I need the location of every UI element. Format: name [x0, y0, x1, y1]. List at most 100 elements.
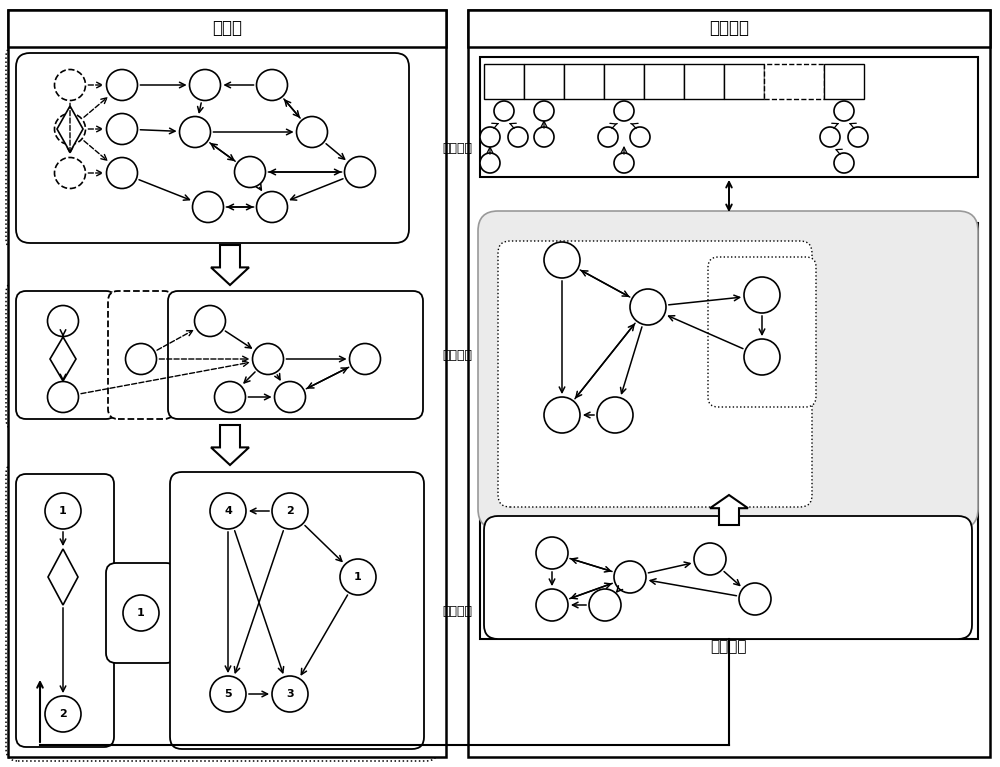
Text: 5: 5 — [224, 689, 232, 699]
FancyBboxPatch shape — [168, 291, 423, 419]
Circle shape — [296, 117, 328, 147]
FancyBboxPatch shape — [824, 64, 864, 99]
Circle shape — [494, 101, 514, 121]
Circle shape — [106, 114, 138, 144]
Circle shape — [106, 70, 138, 100]
FancyBboxPatch shape — [8, 10, 446, 757]
Circle shape — [340, 559, 376, 595]
FancyBboxPatch shape — [468, 10, 990, 47]
Circle shape — [54, 157, 86, 189]
Circle shape — [744, 339, 780, 375]
FancyBboxPatch shape — [524, 64, 564, 99]
FancyBboxPatch shape — [16, 53, 409, 243]
Circle shape — [210, 493, 246, 529]
Circle shape — [256, 192, 288, 222]
Circle shape — [344, 156, 376, 187]
Circle shape — [480, 153, 500, 173]
Circle shape — [234, 156, 266, 187]
Circle shape — [54, 70, 86, 100]
FancyBboxPatch shape — [6, 281, 438, 431]
Circle shape — [848, 127, 868, 147]
Text: 结果判重: 结果判重 — [709, 19, 749, 38]
Polygon shape — [710, 495, 748, 525]
Circle shape — [589, 589, 621, 621]
Text: 2: 2 — [286, 506, 294, 516]
Circle shape — [126, 344, 156, 374]
Circle shape — [45, 493, 81, 529]
Circle shape — [272, 493, 308, 529]
Circle shape — [274, 381, 306, 413]
Circle shape — [614, 153, 634, 173]
Polygon shape — [211, 425, 249, 465]
Text: 1: 1 — [59, 506, 67, 516]
Circle shape — [180, 117, 210, 147]
FancyBboxPatch shape — [498, 241, 812, 507]
Text: 预处理: 预处理 — [212, 19, 242, 38]
Circle shape — [48, 381, 78, 413]
Text: 2: 2 — [59, 709, 67, 719]
Polygon shape — [211, 245, 249, 285]
FancyBboxPatch shape — [644, 64, 684, 99]
FancyBboxPatch shape — [8, 10, 446, 47]
Circle shape — [744, 277, 780, 313]
Circle shape — [614, 561, 646, 593]
Circle shape — [256, 70, 288, 100]
FancyBboxPatch shape — [16, 474, 114, 747]
Circle shape — [694, 543, 726, 575]
Circle shape — [45, 696, 81, 732]
Circle shape — [54, 114, 86, 144]
Polygon shape — [57, 106, 83, 152]
Circle shape — [214, 381, 245, 413]
Circle shape — [252, 344, 284, 374]
FancyBboxPatch shape — [16, 291, 116, 419]
FancyBboxPatch shape — [764, 64, 824, 99]
Circle shape — [536, 589, 568, 621]
Text: 3: 3 — [286, 689, 294, 699]
FancyBboxPatch shape — [480, 57, 978, 177]
Circle shape — [272, 676, 308, 712]
Circle shape — [630, 289, 666, 325]
Circle shape — [508, 127, 528, 147]
Circle shape — [544, 397, 580, 433]
Circle shape — [480, 127, 500, 147]
Circle shape — [597, 397, 633, 433]
Circle shape — [598, 127, 618, 147]
Circle shape — [106, 157, 138, 189]
Circle shape — [834, 153, 854, 173]
Circle shape — [350, 344, 380, 374]
Circle shape — [536, 537, 568, 569]
FancyBboxPatch shape — [724, 64, 764, 99]
Text: 1: 1 — [354, 572, 362, 582]
Circle shape — [544, 242, 580, 278]
Circle shape — [194, 305, 226, 337]
FancyBboxPatch shape — [604, 64, 644, 99]
FancyBboxPatch shape — [468, 10, 990, 757]
FancyBboxPatch shape — [6, 45, 438, 251]
FancyBboxPatch shape — [708, 257, 816, 407]
Circle shape — [739, 583, 771, 615]
Text: 分步枚举: 分步枚举 — [711, 640, 747, 654]
FancyBboxPatch shape — [484, 64, 524, 99]
Text: 缩图删点: 缩图删点 — [442, 141, 472, 154]
FancyBboxPatch shape — [684, 64, 724, 99]
Circle shape — [534, 127, 554, 147]
Circle shape — [123, 595, 159, 631]
Circle shape — [210, 676, 246, 712]
FancyBboxPatch shape — [170, 472, 424, 749]
Polygon shape — [48, 549, 78, 605]
Text: 顶点排序: 顶点排序 — [442, 605, 472, 618]
FancyBboxPatch shape — [6, 462, 438, 761]
Circle shape — [48, 305, 78, 337]
Text: 划分子图: 划分子图 — [442, 350, 472, 363]
Circle shape — [189, 70, 220, 100]
Circle shape — [630, 127, 650, 147]
FancyBboxPatch shape — [106, 563, 176, 663]
Circle shape — [192, 192, 224, 222]
FancyBboxPatch shape — [480, 223, 978, 639]
FancyBboxPatch shape — [478, 211, 978, 529]
FancyBboxPatch shape — [564, 64, 604, 99]
Text: 4: 4 — [224, 506, 232, 516]
Text: 1: 1 — [137, 608, 145, 618]
Circle shape — [614, 101, 634, 121]
Circle shape — [820, 127, 840, 147]
